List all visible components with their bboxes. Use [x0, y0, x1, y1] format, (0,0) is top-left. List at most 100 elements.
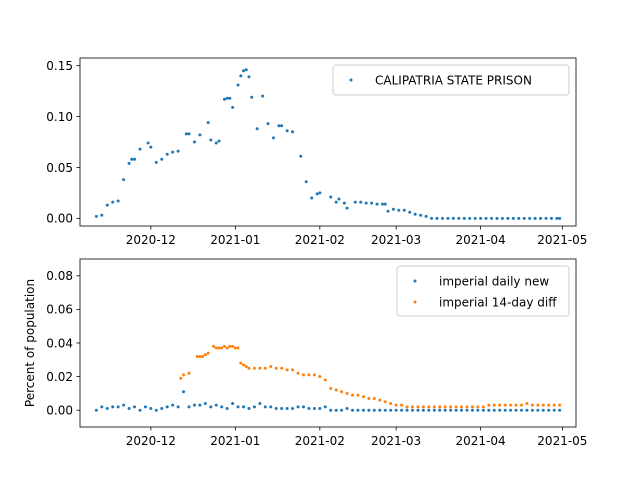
data-point	[209, 138, 213, 142]
data-point	[280, 366, 284, 370]
data-point	[100, 405, 104, 409]
data-point	[413, 212, 417, 216]
data-point	[231, 401, 235, 405]
data-point	[307, 373, 311, 377]
data-point	[410, 405, 414, 409]
data-point	[122, 403, 126, 407]
y-tick-label: 0.08	[46, 269, 73, 283]
data-point	[498, 408, 502, 412]
data-point	[495, 216, 499, 220]
data-point	[285, 368, 289, 372]
data-point	[492, 408, 496, 412]
data-point	[519, 403, 523, 407]
data-point	[421, 405, 425, 409]
data-point	[296, 405, 300, 409]
data-point	[301, 405, 305, 409]
data-point	[517, 216, 521, 220]
data-point	[171, 403, 175, 407]
data-point	[299, 154, 303, 158]
data-point	[285, 129, 289, 133]
data-point	[198, 354, 202, 358]
data-point	[430, 216, 434, 220]
data-point	[165, 405, 169, 409]
data-point	[443, 405, 447, 409]
data-point	[367, 396, 371, 400]
axes-frame	[79, 57, 577, 227]
data-point	[416, 405, 420, 409]
data-point	[509, 408, 513, 412]
data-point	[318, 407, 322, 411]
data-point	[310, 196, 314, 200]
data-point	[503, 408, 507, 412]
data-point	[476, 408, 480, 412]
data-point	[514, 403, 518, 407]
data-point	[312, 407, 316, 411]
data-point	[111, 405, 115, 409]
data-point	[356, 408, 360, 412]
x-tick-label: 2021-02	[295, 233, 345, 247]
data-point	[378, 398, 382, 402]
data-point	[182, 373, 186, 377]
data-point	[400, 408, 404, 412]
data-point	[184, 132, 188, 136]
data-point	[209, 405, 213, 409]
data-point	[263, 366, 267, 370]
data-point	[465, 408, 469, 412]
data-point	[146, 141, 150, 145]
data-point	[351, 408, 355, 412]
data-point	[149, 145, 153, 149]
data-point	[421, 408, 425, 412]
data-point	[432, 405, 436, 409]
y-tick-label: 0.06	[46, 303, 73, 317]
data-point	[280, 124, 284, 128]
data-point	[154, 160, 158, 164]
x-tick-label: 2020-12	[126, 434, 176, 448]
data-point	[187, 405, 191, 409]
data-point	[547, 403, 551, 407]
data-point	[127, 161, 131, 165]
x-tick-label: 2021-04	[456, 233, 506, 247]
data-point	[405, 408, 409, 412]
data-point	[225, 346, 229, 350]
data-point	[558, 408, 562, 412]
data-point	[525, 408, 529, 412]
data-point	[372, 396, 376, 400]
data-point	[342, 201, 346, 205]
data-point	[410, 408, 414, 412]
x-tick-label: 2021-02	[295, 434, 345, 448]
x-tick-label: 2021-05	[537, 434, 587, 448]
data-point	[381, 202, 385, 206]
data-point	[424, 214, 428, 218]
data-point	[416, 408, 420, 412]
data-point	[312, 373, 316, 377]
data-point	[370, 201, 374, 205]
data-point	[451, 216, 455, 220]
series-imperial-14-day-diff	[179, 344, 562, 409]
data-point	[435, 216, 439, 220]
top-chart-panel: 2020-12 2021-01 2021-02 2021-03 2021-04 2021-…	[46, 57, 587, 247]
data-point	[361, 408, 365, 412]
data-point	[470, 405, 474, 409]
data-point	[558, 216, 562, 220]
data-point	[171, 150, 175, 154]
data-point	[285, 407, 289, 411]
data-point	[408, 210, 412, 214]
y-tick-label: 0.00	[46, 404, 73, 418]
data-point	[222, 97, 226, 101]
data-point	[228, 96, 232, 100]
data-point	[263, 405, 267, 409]
data-point	[528, 216, 532, 220]
data-point	[149, 407, 153, 411]
data-point	[160, 407, 164, 411]
data-point	[94, 408, 98, 412]
data-point	[315, 192, 319, 196]
data-point	[182, 390, 186, 394]
data-point	[462, 216, 466, 220]
data-point	[389, 408, 393, 412]
y-tick-label: 0.15	[46, 59, 73, 73]
data-point	[274, 407, 278, 411]
data-point	[127, 407, 131, 411]
data-point	[479, 216, 483, 220]
data-point	[323, 378, 327, 382]
legend: imperial daily new imperial 14-day diff	[396, 265, 570, 317]
